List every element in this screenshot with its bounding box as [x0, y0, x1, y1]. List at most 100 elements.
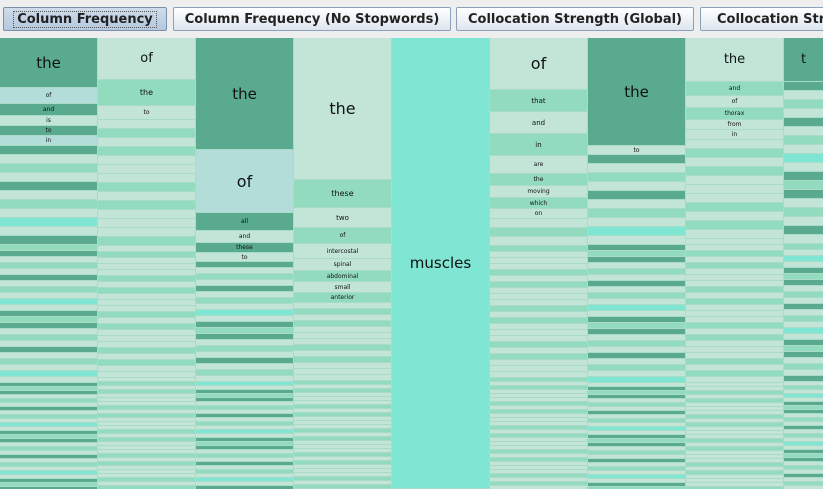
word-cell-minor[interactable] — [588, 455, 685, 458]
word-cell-minor[interactable] — [98, 446, 195, 449]
word-cell[interactable]: anterior — [294, 293, 391, 302]
word-cell-minor[interactable] — [588, 435, 685, 438]
word-cell-minor[interactable] — [490, 348, 587, 353]
word-cell-minor[interactable] — [0, 341, 97, 346]
word-cell-minor[interactable] — [686, 411, 783, 414]
word-cell-minor[interactable] — [784, 358, 823, 363]
word-cell-minor[interactable] — [294, 437, 391, 440]
word-cell-minor[interactable] — [490, 394, 587, 397]
word-cell-minor[interactable] — [686, 479, 783, 482]
word-cell-minor[interactable] — [98, 478, 195, 481]
word-cell-minor[interactable] — [196, 328, 293, 333]
word-cell-minor[interactable] — [196, 410, 293, 413]
word-cell-minor[interactable] — [0, 377, 97, 382]
word-cell-minor[interactable] — [98, 201, 195, 209]
word-cell-minor[interactable] — [0, 347, 97, 352]
word-cell-minor[interactable] — [98, 237, 195, 245]
word-cell-minor[interactable] — [686, 395, 783, 398]
word-cell[interactable]: and — [196, 231, 293, 242]
word-cell-minor[interactable] — [196, 358, 293, 363]
word-cell-minor[interactable] — [0, 191, 97, 199]
word-cell-minor[interactable] — [196, 370, 293, 375]
word-cell-minor[interactable] — [588, 317, 685, 322]
word-cell-minor[interactable] — [588, 407, 685, 410]
word-cell-minor[interactable] — [784, 474, 823, 477]
word-cell-minor[interactable] — [686, 239, 783, 244]
word-cell-minor[interactable] — [0, 323, 97, 328]
word-cell-minor[interactable] — [784, 364, 823, 369]
word-cell-minor[interactable] — [196, 316, 293, 321]
word-cell-minor[interactable] — [686, 427, 783, 430]
word-cell[interactable]: in — [0, 136, 97, 145]
word-cell-minor[interactable] — [0, 459, 97, 462]
word-cell-minor[interactable] — [588, 427, 685, 430]
word-column-4[interactable]: the these two of intercostal spinal abdominal s… — [294, 38, 391, 489]
word-cell-minor[interactable] — [294, 363, 391, 368]
word-cell-minor[interactable] — [0, 329, 97, 334]
word-cell-minor[interactable] — [588, 299, 685, 304]
word-cell-minor[interactable] — [686, 158, 783, 166]
word-cell-minor[interactable] — [784, 414, 823, 417]
word-cell-minor[interactable] — [588, 341, 685, 346]
word-cell-minor[interactable] — [98, 390, 195, 393]
word-cell-minor[interactable] — [686, 371, 783, 376]
word-cell-minor[interactable] — [784, 118, 823, 126]
word-cell[interactable]: abdominal — [294, 271, 391, 281]
word-cell-minor[interactable] — [294, 449, 391, 452]
word-cell-minor[interactable] — [686, 299, 783, 304]
word-cell-minor[interactable] — [686, 423, 783, 426]
word-cell-minor[interactable] — [0, 164, 97, 172]
word-cell[interactable]: the — [0, 38, 97, 87]
word-cell-minor[interactable] — [784, 352, 823, 357]
word-cell-minor[interactable] — [784, 478, 823, 481]
word-column-9[interactable]: t — [784, 38, 823, 489]
word-cell-minor[interactable] — [98, 398, 195, 401]
word-cell-minor[interactable] — [98, 264, 195, 269]
word-cell-minor[interactable] — [588, 467, 685, 470]
word-cell-minor[interactable] — [588, 329, 685, 334]
word-cell[interactable]: to — [0, 126, 97, 135]
word-cell-minor[interactable] — [686, 435, 783, 438]
word-cell-minor[interactable] — [490, 228, 587, 236]
word-cell-minor[interactable] — [98, 342, 195, 347]
word-cell-minor[interactable] — [588, 287, 685, 292]
word-cell-minor[interactable] — [0, 463, 97, 466]
word-cell-minor[interactable] — [686, 269, 783, 274]
word-cell-minor[interactable] — [294, 315, 391, 320]
word-cell-minor[interactable] — [490, 330, 587, 335]
word-column-3[interactable]: the of all and these to — [196, 38, 293, 489]
word-cell-minor[interactable] — [0, 293, 97, 298]
word-cell[interactable]: the — [490, 174, 587, 185]
word-cell-minor[interactable] — [98, 300, 195, 305]
word-cell-minor[interactable] — [490, 336, 587, 341]
word-cell-minor[interactable] — [196, 292, 293, 297]
word-cell-minor[interactable] — [784, 226, 823, 234]
word-cell-minor[interactable] — [588, 451, 685, 454]
word-cell[interactable]: of — [294, 228, 391, 243]
word-cell-minor[interactable] — [98, 386, 195, 389]
word-cell-minor[interactable] — [98, 183, 195, 191]
word-cell[interactable]: t — [784, 38, 823, 81]
word-cell-minor[interactable] — [588, 275, 685, 280]
word-cell-minor[interactable] — [784, 438, 823, 441]
word-cell-minor[interactable] — [588, 227, 685, 235]
word-cell-minor[interactable] — [98, 422, 195, 425]
word-cell-minor[interactable] — [784, 154, 823, 162]
word-cell-minor[interactable] — [294, 357, 391, 362]
word-cell-minor[interactable] — [784, 82, 823, 90]
word-cell-minor[interactable] — [294, 339, 391, 344]
word-cell-minor[interactable] — [686, 275, 783, 280]
word-cell[interactable]: is — [0, 116, 97, 125]
word-cell-minor[interactable] — [0, 218, 97, 226]
word-cell-minor[interactable] — [784, 127, 823, 135]
word-cell-minor[interactable] — [784, 172, 823, 180]
word-cell-minor[interactable] — [490, 366, 587, 371]
word-cell-minor[interactable] — [784, 304, 823, 309]
word-column-8[interactable]: the and of thorax from in — [686, 38, 783, 489]
word-cell-minor[interactable] — [0, 182, 97, 190]
word-cell-minor[interactable] — [784, 446, 823, 449]
word-cell-minor[interactable] — [294, 401, 391, 404]
word-cell-minor[interactable] — [588, 263, 685, 268]
word-cell-minor[interactable] — [784, 486, 823, 489]
word-cell-minor[interactable] — [196, 382, 293, 385]
